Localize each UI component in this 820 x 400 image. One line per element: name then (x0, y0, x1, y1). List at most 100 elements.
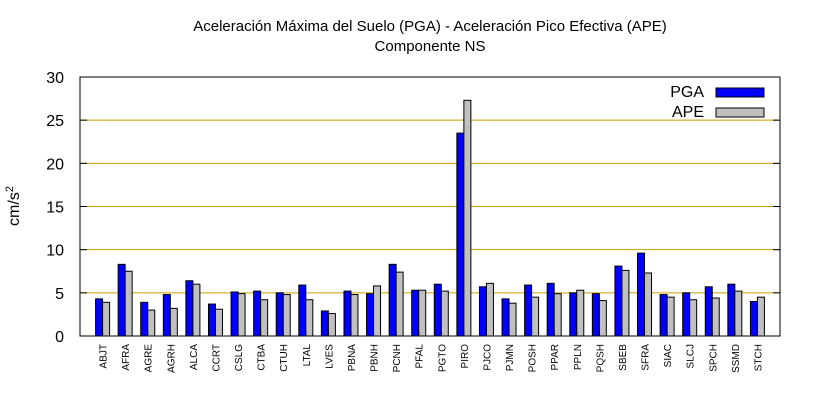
bar-pga (569, 292, 578, 337)
bar-ape (305, 299, 314, 337)
x-tick-label: PFAL (415, 344, 426, 369)
x-tick-label: AGRE (144, 344, 155, 373)
bar-ape (395, 271, 404, 337)
bar-ape (508, 302, 517, 337)
bar-ape (418, 289, 427, 337)
bar-pga (682, 292, 691, 337)
bar-pga (343, 290, 352, 337)
x-tick-label: PBNA (347, 344, 358, 372)
bar-ape (124, 270, 133, 337)
bar-pga (207, 303, 216, 337)
bar-ape (666, 296, 675, 337)
bar-pga (659, 294, 668, 337)
x-tick-label: CCRT (211, 344, 222, 372)
x-tick-label: SIAC (663, 344, 674, 367)
bar-pga (117, 263, 126, 337)
legend-swatch (715, 87, 765, 98)
x-tick-label: PGTO (437, 344, 448, 372)
x-tick-label: SFRA (641, 344, 652, 371)
gridlines (80, 119, 780, 294)
x-tick-label: PJCO (482, 344, 493, 371)
x-tick-label: PQSH (595, 344, 606, 372)
y-axis-label: cm/s2 (4, 186, 23, 226)
bar-pga (320, 310, 329, 337)
bar-ape (531, 296, 540, 337)
legend-swatch (715, 107, 765, 118)
bar-pga (185, 280, 194, 337)
bar-pga (704, 286, 713, 337)
bar-ape (440, 290, 449, 337)
y-axis-label-base: cm/s (6, 192, 23, 226)
y-tick-label: 20 (46, 156, 64, 173)
x-tick-label: SLCJ (686, 344, 697, 368)
x-tick-label: PCNH (392, 344, 403, 372)
y-tick-label: 5 (55, 286, 64, 303)
y-tick-label: 25 (46, 113, 64, 130)
x-tick-label: SPCH (708, 344, 719, 372)
bar-ape (576, 289, 585, 337)
chart-title: Aceleración Máxima del Suelo (PGA) - Ace… (193, 18, 667, 35)
x-tick-label: LTAL (302, 344, 313, 367)
bar-ape (214, 308, 223, 337)
bar-ape (147, 309, 156, 337)
x-tick-label: AFRA (121, 344, 132, 371)
x-tick-label: PJMN (505, 344, 516, 371)
axes: 0 5 10 15 20 25 30 ABJT AFRA AGRE AGRH ALCA CCRT CSLG… (46, 70, 780, 373)
bar-ape (756, 296, 765, 337)
bar-ape (621, 269, 630, 337)
x-tick-label: PBNH (370, 344, 381, 372)
bar-ape (598, 300, 607, 337)
x-tick-label: PIRO (460, 344, 471, 369)
x-tick-label: AGRH (166, 344, 177, 373)
bar-ape (553, 293, 562, 337)
x-tick-label: CSLG (234, 344, 245, 371)
bar-ape (327, 313, 336, 337)
bar-ape (192, 283, 201, 337)
bar-ape (711, 297, 720, 337)
bar-pga (411, 289, 420, 337)
bar-pga (637, 252, 646, 337)
x-tick-label: ALCA (189, 344, 200, 370)
bar-ape (689, 299, 698, 337)
x-tick-label: PPLN (573, 344, 584, 370)
bar-pga (501, 298, 510, 337)
bar-pga (275, 292, 284, 337)
bar-pga (478, 286, 487, 337)
bar-ape (350, 294, 359, 337)
y-tick-label: 0 (55, 329, 64, 346)
x-tick-label: ABJT (99, 344, 110, 368)
bar-pga (162, 294, 171, 337)
x-tick-label: POSH (528, 344, 539, 372)
x-tick-label: LVES (324, 344, 335, 369)
bars (95, 99, 765, 337)
x-tick-label: SSMD (731, 344, 742, 373)
bar-ape (282, 294, 291, 337)
chart-subtitle: Componente NS (375, 38, 486, 55)
bar-ape (169, 307, 178, 337)
bar-ape (485, 282, 494, 337)
bar-ape (463, 99, 472, 337)
bar-pga (140, 301, 149, 337)
x-tick-label: CTBA (257, 344, 268, 371)
bar-pga (230, 291, 239, 337)
bar-pga (524, 284, 533, 337)
x-tick-label: CTUH (279, 344, 290, 372)
bar-ape (260, 299, 269, 337)
bar-pga (749, 300, 758, 337)
bar-pga (456, 132, 465, 337)
y-tick-label: 15 (46, 200, 64, 217)
legend-label: PGA (670, 84, 704, 101)
bar-pga (253, 290, 262, 337)
bar-pga (614, 265, 623, 337)
y-tick-label: 10 (46, 243, 64, 260)
bar-ape (102, 301, 111, 337)
bar-ape (644, 272, 653, 337)
y-tick-label: 30 (46, 70, 64, 87)
bar-pga (546, 282, 555, 337)
y-axis-label-sup: 2 (4, 186, 16, 192)
bar-pga (298, 284, 307, 337)
bar-pga (591, 293, 600, 337)
bar-ape (237, 293, 246, 337)
bar-ape (734, 290, 743, 337)
